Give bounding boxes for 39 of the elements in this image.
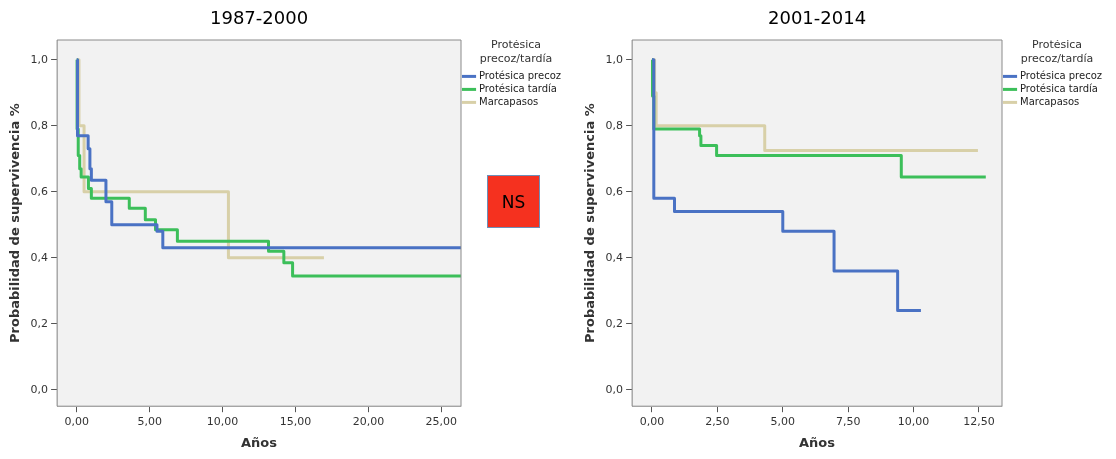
legend-label: Protésica precoz [1020, 69, 1103, 81]
legend-label: Protésica tardía [479, 82, 557, 94]
legend-label: Marcapasos [479, 95, 539, 107]
y-axis-title: Probabilidad de supervivencia % [582, 103, 598, 343]
x-tick-label: 5,00 [137, 414, 162, 428]
x-tick-label: 25,00 [425, 414, 458, 428]
x-tick-label: 20,00 [352, 414, 385, 428]
x-tick-label: 10,00 [206, 414, 239, 428]
y-tick-label: 0,0 [605, 382, 624, 396]
x-axis-title: Años [241, 434, 278, 450]
y-tick-label: 0,8 [30, 118, 49, 132]
x-tick-label: 5,00 [770, 414, 796, 428]
x-tick-label: 12,50 [963, 414, 995, 428]
chart-title: 1987-2000 [209, 6, 309, 28]
x-tick-label: 10,00 [897, 414, 930, 428]
legend-label: Marcapasos [1020, 95, 1080, 107]
legend-title: Protésica precoz/tardía [479, 38, 553, 65]
y-tick-label: 0,4 [30, 250, 49, 264]
x-tick-label: 2,50 [705, 414, 730, 428]
y-tick-label: 0,2 [30, 316, 49, 330]
y-tick-label: 0,6 [605, 184, 624, 198]
legend-title: Protésica precoz/tardía [1020, 38, 1094, 65]
x-tick-label: 0,00 [639, 414, 665, 428]
y-tick-label: 0,0 [30, 382, 49, 396]
y-tick-label: 0,8 [605, 118, 624, 132]
x-tick-label: 0,00 [64, 414, 90, 428]
text: NS [487, 175, 540, 228]
y-tick-label: 0,4 [605, 250, 624, 264]
chart-title: 2001-2014 [767, 6, 867, 28]
y-axis-title: Probabilidad de supervivencia % [7, 103, 23, 343]
y-tick-label: 1,0 [605, 52, 624, 66]
x-axis-title: Años [799, 434, 836, 450]
legend-label: Protésica tardía [1020, 82, 1098, 94]
y-tick-label: 0,2 [605, 316, 624, 330]
x-tick-label: 7,50 [835, 414, 861, 428]
legend-label: Protésica precoz [479, 69, 562, 81]
y-tick-label: 1,0 [30, 52, 49, 66]
y-tick-label: 0,6 [30, 184, 49, 198]
x-tick-label: 15,00 [279, 414, 312, 428]
